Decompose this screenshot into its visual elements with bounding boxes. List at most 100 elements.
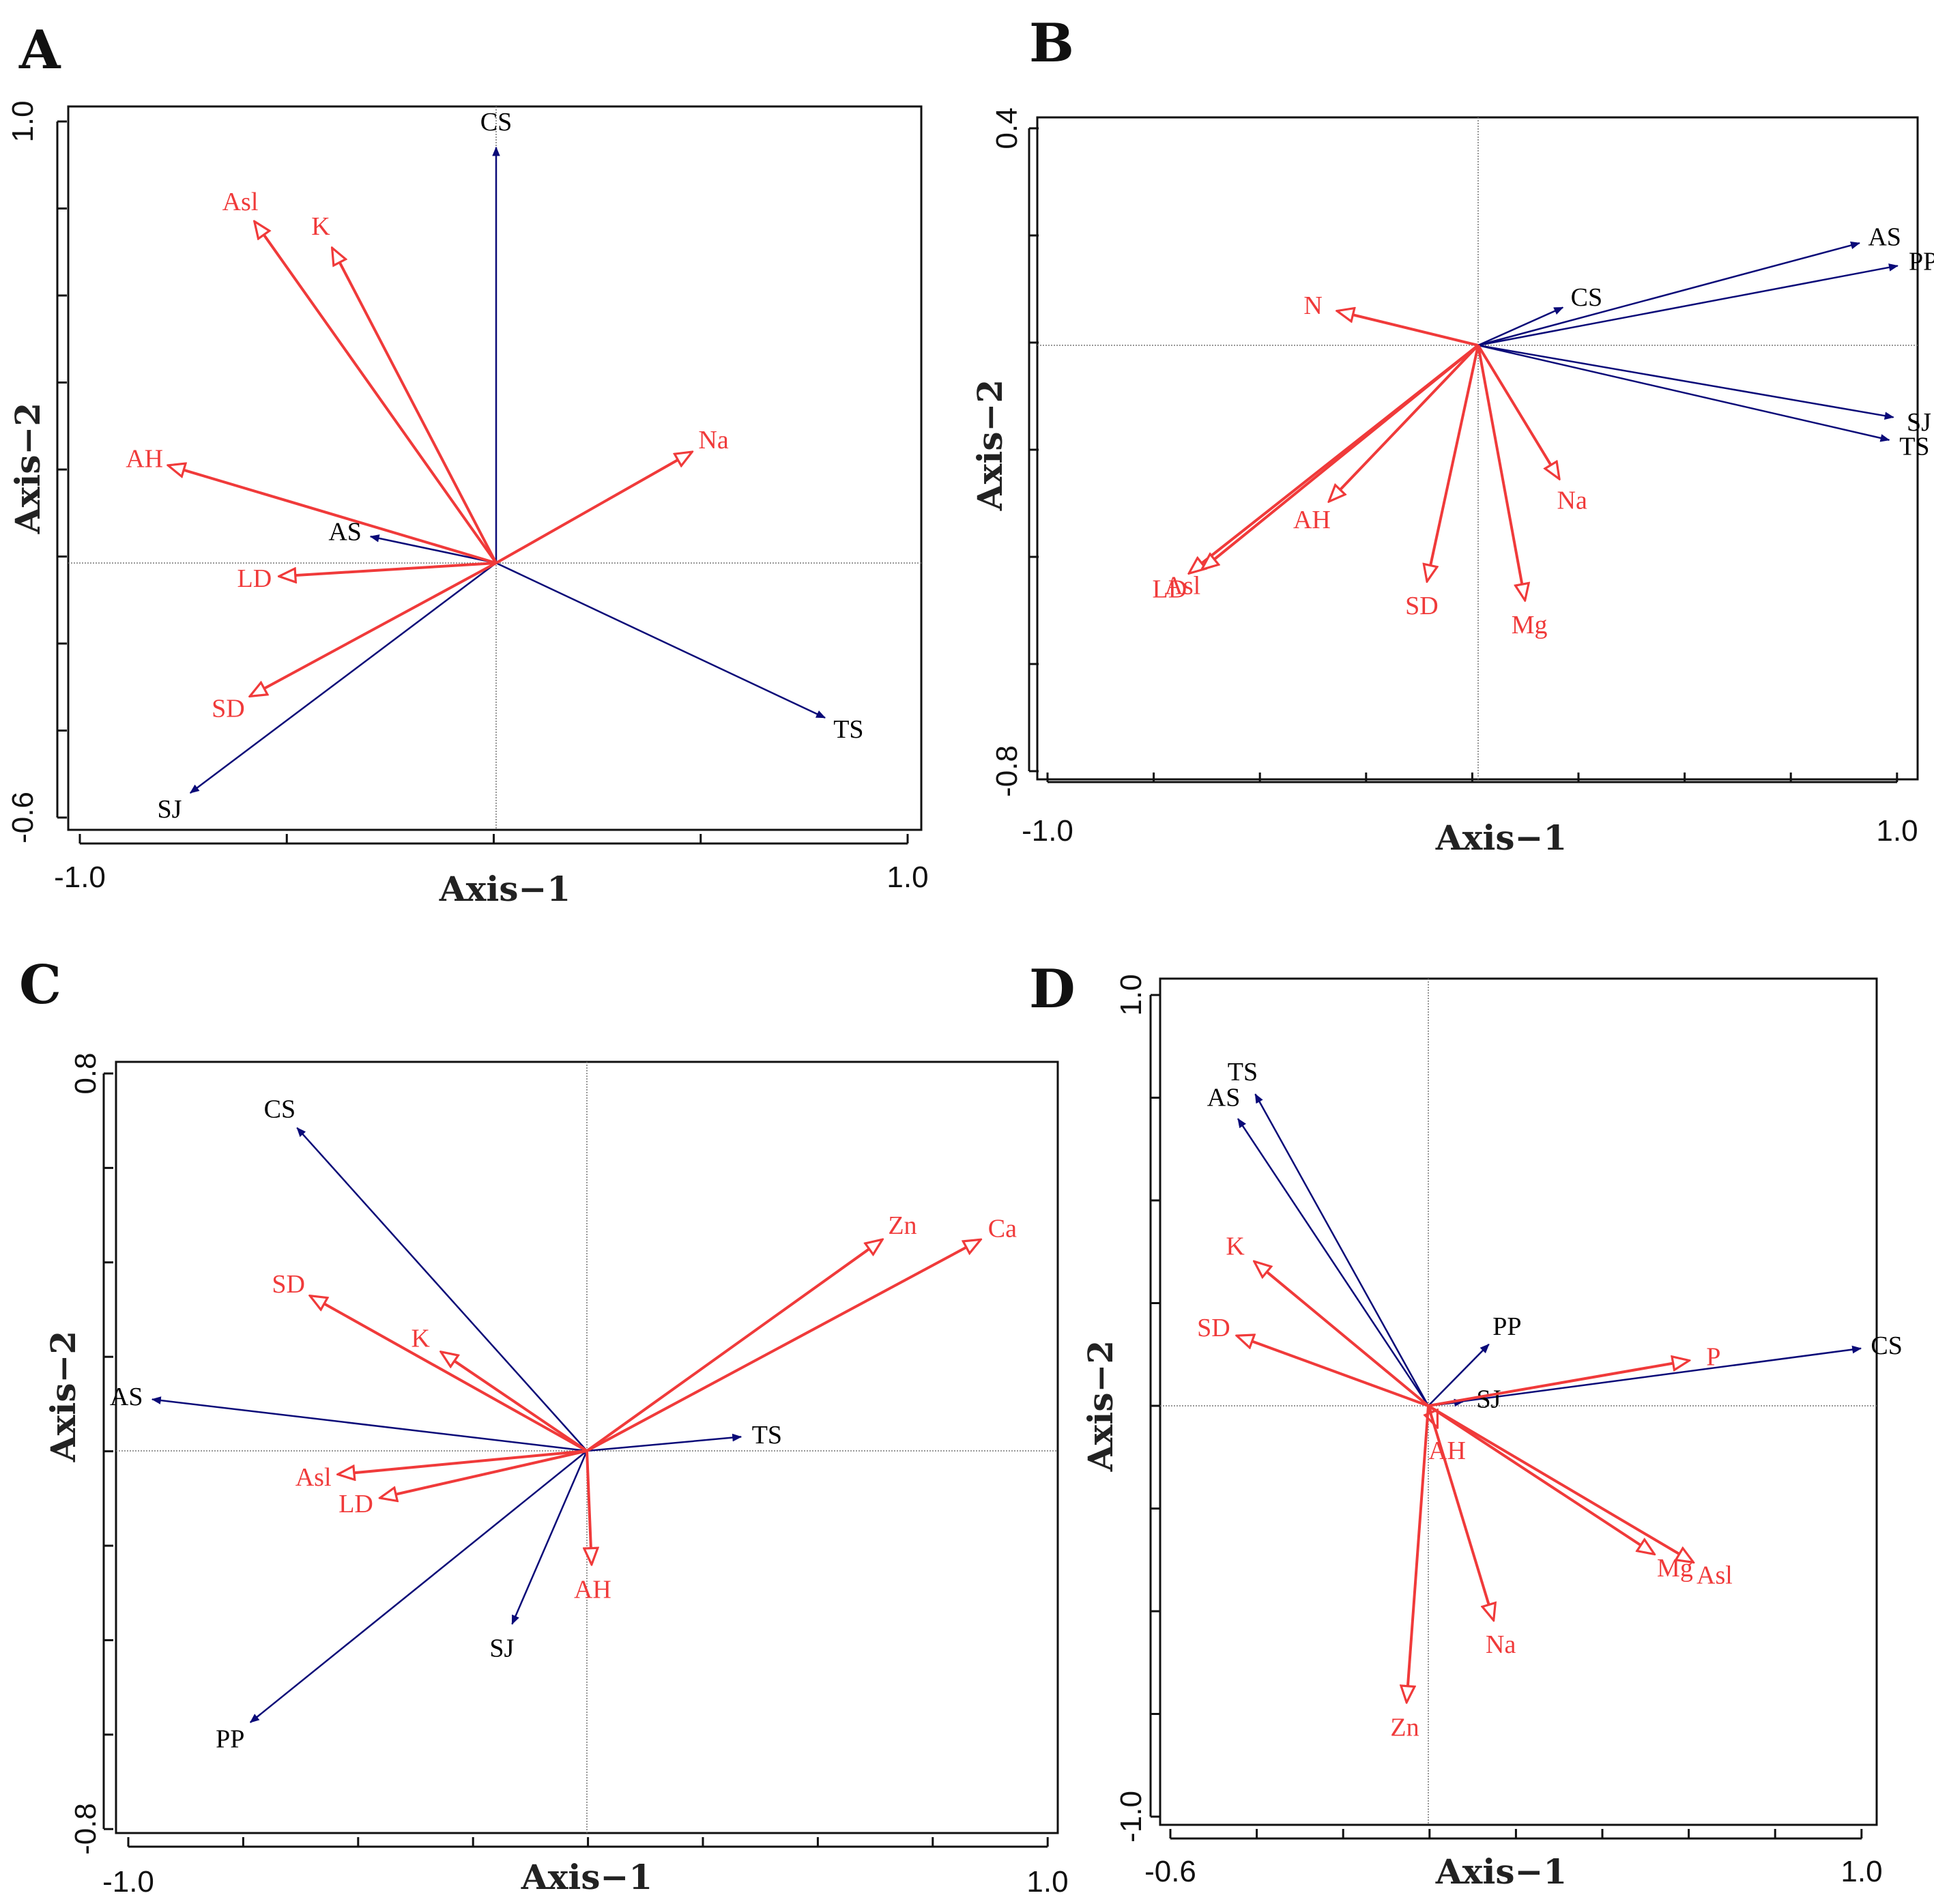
panel-a-y-tick-label: 1.0 — [6, 100, 40, 142]
panel-c-species-arrow-as — [151, 1396, 588, 1452]
panel-b-env-arrow-na — [1477, 344, 1559, 478]
panel-a-species-label-ts: TS — [833, 715, 863, 744]
panel-d-species-arrow-cs — [1428, 1345, 1862, 1407]
panel-d-species-label-as: AS — [1207, 1084, 1241, 1112]
panel-b-env-arrow-mg — [1477, 345, 1525, 599]
panel-d-env-arrow-zn — [1406, 1405, 1430, 1701]
panel-d-env-arrow-k — [1255, 1263, 1430, 1407]
panel-d-y-tick-label: -1.0 — [1114, 1791, 1148, 1843]
panel-b-env-label-na: Na — [1557, 487, 1587, 515]
panel-d-species-label-ts: TS — [1228, 1058, 1258, 1086]
panel-a-env-arrow-asl — [255, 222, 497, 564]
panel-c-x-tick-label: 1.0 — [1026, 1865, 1068, 1899]
panel-b-env-arrow-asl — [1202, 344, 1480, 568]
panel-b-x-tick-label: 1.0 — [1876, 814, 1918, 848]
panel-c-species-label-cs: CS — [264, 1095, 295, 1123]
panel-d-env-label-na: Na — [1486, 1630, 1516, 1659]
panel-b-species-arrow-sj — [1477, 344, 1894, 420]
panel-d-env-arrow-asl — [1427, 1404, 1692, 1561]
panel-b-env-label-ah: AH — [1293, 506, 1331, 534]
panel-b-y-axis-title: Axis−2 — [970, 379, 1010, 511]
panel-c-env-arrow-sd — [311, 1297, 588, 1452]
panel-c-species-label-as: AS — [110, 1383, 143, 1411]
panel-b-y-tick-label: -0.8 — [990, 745, 1024, 797]
panel-c-env-label-ah: AH — [574, 1576, 611, 1604]
panel-c-species-label-sj: SJ — [489, 1634, 514, 1663]
panel-d-x-axis-title: Axis−1 — [1435, 1851, 1567, 1892]
panel-d-x-tick-label: 1.0 — [1841, 1855, 1882, 1888]
panel-b-env-arrow-sd — [1427, 345, 1480, 580]
panel-d-species-arrow-pp — [1428, 1343, 1490, 1407]
panel-b-species-label-cs: CS — [1571, 283, 1602, 312]
panel-b-species-label-as: AS — [1868, 222, 1901, 251]
panel-d-species-label-cs: CS — [1871, 1331, 1902, 1360]
panel-d-frame — [1159, 977, 1878, 1826]
panel-b-env-label-asl: Asl — [1164, 571, 1200, 600]
panel-a-species-label-cs: CS — [480, 108, 512, 136]
panel-d-letter: D — [1029, 958, 1076, 1020]
panel-b-species-label-ts: TS — [1899, 432, 1929, 461]
panel-c-env-arrow-zn — [586, 1240, 882, 1452]
panel-d-env-label-k: K — [1226, 1232, 1245, 1260]
panel-c-env-label-zn: Zn — [888, 1211, 917, 1240]
panel-a-env-label-ld: LD — [237, 564, 272, 593]
panel-d-env-arrow-mg — [1427, 1404, 1654, 1553]
panel-b-frame — [1036, 116, 1919, 781]
panel-a-env-arrow-sd — [251, 562, 497, 695]
panel-a-env-label-k: K — [311, 212, 330, 241]
panel-d-env-arrow-p — [1428, 1361, 1688, 1407]
panel-c-species-arrow-cs — [296, 1127, 588, 1452]
panel-a-species-label-sj: SJ — [157, 795, 182, 824]
panel-a-env-arrow-k — [333, 249, 497, 564]
panel-a-species-arrow-as — [369, 534, 497, 564]
panel-a-letter: A — [18, 19, 61, 81]
panel-b-env-label-ld: LD — [1153, 575, 1187, 604]
panel-d-species-arrow-as — [1237, 1118, 1430, 1407]
panel-a-env-label-asl: Asl — [222, 188, 259, 216]
panel-c-env-label-k: K — [411, 1325, 430, 1353]
panel-c-env-arrow-ca — [586, 1240, 979, 1452]
panel-c-species-arrow-pp — [249, 1450, 588, 1723]
panel-d-env-arrow-sd — [1238, 1336, 1429, 1407]
panel-b-species-arrow-ts — [1477, 344, 1890, 442]
panel-a-x-tick-label: 1.0 — [886, 861, 928, 894]
panel-c-env-arrow-asl — [339, 1449, 588, 1474]
panel-d-env-label-sd: SD — [1197, 1314, 1230, 1342]
panel-a-frame — [67, 105, 923, 831]
panel-b-species-arrow-cs — [1477, 306, 1564, 347]
panel-b-species-arrow-pp — [1477, 263, 1899, 347]
panel-c-env-label-asl: Asl — [295, 1463, 332, 1492]
panel-c-species-label-pp: PP — [216, 1725, 244, 1754]
panel-a-species-arrow-ts — [495, 562, 826, 719]
panel-d-env-label-p: P — [1706, 1342, 1720, 1371]
panel-b-y-tick-label: 0.4 — [990, 107, 1024, 149]
panel-c-y-tick-label: -0.8 — [69, 1803, 102, 1855]
panel-c-y-axis-title: Axis−2 — [43, 1331, 83, 1462]
panel-a-x-axis-title: Axis−1 — [439, 869, 571, 909]
panel-b-env-label-sd: SD — [1405, 592, 1439, 620]
panel-b-env-arrow-ah — [1330, 344, 1480, 501]
panel-c-x-axis-title: Axis−1 — [521, 1857, 652, 1897]
panel-c-species-arrow-sj — [511, 1450, 588, 1625]
panel-d-env-label-ah: AH — [1428, 1437, 1466, 1465]
panel-b-x-tick-label: -1.0 — [1022, 814, 1073, 848]
panel-a-species-arrow-sj — [189, 562, 497, 794]
panel-c-letter: C — [19, 954, 61, 1016]
panel-c-env-arrow-k — [442, 1353, 588, 1452]
panel-d-species-label-sj: SJ — [1476, 1385, 1501, 1414]
panel-d-species-label-pp: PP — [1492, 1312, 1521, 1341]
panel-c-x-tick-label: -1.0 — [102, 1865, 154, 1899]
panel-d-x-tick-label: -0.6 — [1144, 1855, 1196, 1888]
panel-a-env-label-ah: AH — [126, 445, 163, 474]
panel-b-species-arrow-as — [1477, 241, 1861, 347]
panel-c-env-label-ca: Ca — [988, 1214, 1017, 1243]
panel-a-y-tick-label: -0.6 — [6, 792, 40, 843]
panel-c-env-arrow-ld — [381, 1449, 588, 1498]
